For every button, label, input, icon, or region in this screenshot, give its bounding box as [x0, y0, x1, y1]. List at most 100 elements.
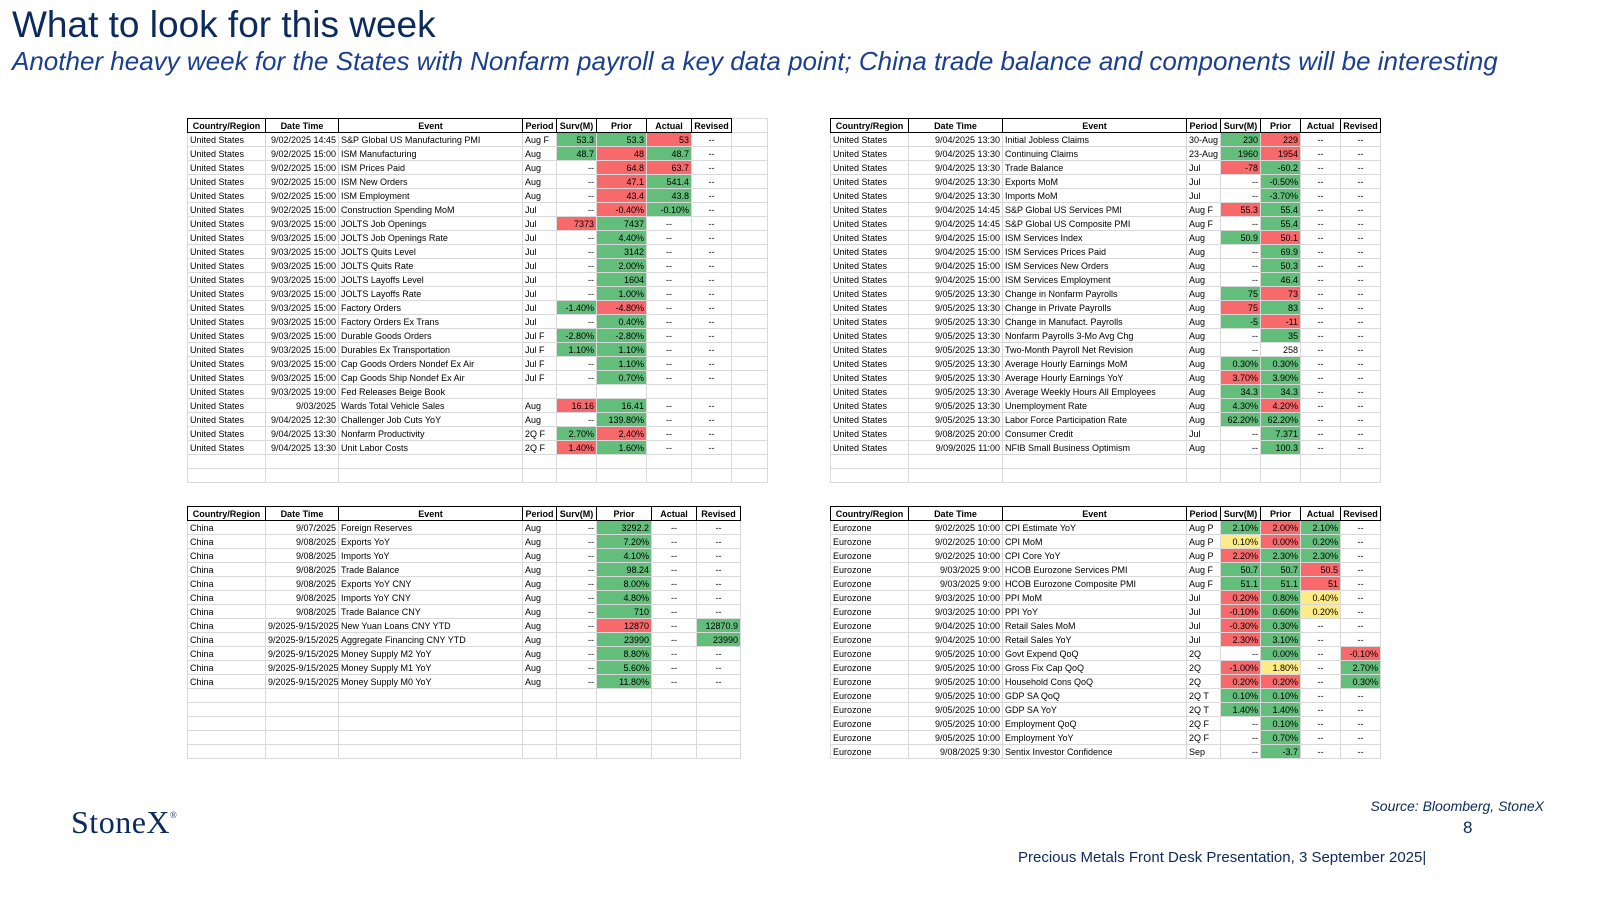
cell-event: Unemployment Rate	[1002, 398, 1187, 413]
cell-survey: 16.16	[556, 398, 597, 413]
cell-period: Aug	[522, 604, 557, 619]
cell-datetime: 9/04/2025 10:00	[908, 632, 1003, 647]
table-row: United States 9/04/2025 13:30 Exports MoM J…	[830, 174, 1381, 189]
cell-survey: 230	[1220, 132, 1261, 147]
blank-cell	[1186, 454, 1221, 469]
cell-survey: -78	[1220, 160, 1261, 175]
cell-country: United States	[830, 146, 909, 161]
table-row: Eurozone 9/08/2025 9:30 Sentix Investor Co…	[830, 744, 1381, 759]
column-header-event: Event	[1002, 506, 1187, 521]
cell-actual: --	[651, 534, 697, 549]
cell-prior: 3142	[596, 244, 647, 259]
cell-country: United States	[187, 342, 266, 357]
cell-actual: --	[1300, 146, 1341, 161]
cell-revised: --	[1340, 314, 1381, 329]
cell-period: Jul F	[522, 342, 557, 357]
blank-cell	[556, 468, 597, 483]
cell-survey: --	[556, 202, 597, 217]
blank-cell	[187, 702, 266, 717]
column-header-actual: Actual	[1300, 506, 1341, 521]
cell-actual: --	[1300, 674, 1341, 689]
cell-prior: 0.30%	[1260, 618, 1301, 633]
blank-cell	[522, 688, 557, 703]
cell-country: Eurozone	[830, 688, 909, 703]
table-row: China 9/2025-9/15/2025 New Yuan Loans CNY …	[187, 618, 741, 633]
cell-event: S&P Global US Services PMI	[1002, 202, 1187, 217]
cell-country: United States	[187, 216, 266, 231]
cell-prior: 23990	[596, 632, 652, 647]
cell-survey: 51.1	[1220, 576, 1261, 591]
spacer-cell	[731, 202, 768, 217]
blank-row	[187, 716, 741, 731]
cell-prior: 98.24	[596, 562, 652, 577]
blank-cell	[265, 730, 339, 745]
cell-actual: -0.10%	[646, 202, 692, 217]
blank-cell	[651, 730, 697, 745]
cell-country: United States	[187, 146, 266, 161]
cell-revised: --	[1340, 562, 1381, 577]
cell-revised: --	[691, 412, 732, 427]
spacer-cell	[731, 216, 768, 231]
cell-revised: --	[1340, 202, 1381, 217]
cell-period: Jul F	[522, 370, 557, 385]
blank-cell	[596, 744, 652, 759]
header-row: Country/Region Date Time Event Period Surv(M…	[187, 506, 741, 521]
blank-cell	[187, 730, 266, 745]
cell-datetime: 9/03/2025 19:00	[265, 384, 339, 399]
column-header-prior: Prior	[1260, 506, 1301, 521]
cell-datetime: 9/02/2025 10:00	[908, 520, 1003, 535]
cell-prior: -0.50%	[1260, 174, 1301, 189]
cell-period: Aug	[522, 618, 557, 633]
cell-period: Sep	[1186, 744, 1221, 759]
cell-prior: 51.1	[1260, 576, 1301, 591]
cell-revised: --	[1340, 244, 1381, 259]
cell-event: Money Supply M1 YoY	[338, 660, 523, 675]
cell-datetime: 9/04/2025 13:30	[908, 174, 1003, 189]
cell-actual: --	[1300, 744, 1341, 759]
cell-actual: --	[1300, 286, 1341, 301]
cell-survey: --	[1220, 188, 1261, 203]
cell-revised: --	[691, 370, 732, 385]
table-row: United States 9/09/2025 11:00 NFIB Small B…	[830, 440, 1381, 455]
blank-row	[187, 468, 768, 483]
cell-country: United States	[830, 286, 909, 301]
cell-survey: 50.9	[1220, 230, 1261, 245]
table-row: China 9/2025-9/15/2025 Money Supply M1 YoY…	[187, 660, 741, 675]
cell-period: Jul	[522, 258, 557, 273]
cell-period: Aug	[522, 188, 557, 203]
cell-event: ISM Prices Paid	[338, 160, 523, 175]
spacer-cell	[731, 174, 768, 189]
cell-datetime: 9/05/2025 13:30	[908, 314, 1003, 329]
cell-revised: --	[1340, 412, 1381, 427]
cell-survey: --	[1220, 216, 1261, 231]
cell-actual: --	[1300, 716, 1341, 731]
cell-revised: --	[691, 230, 732, 245]
cell-datetime: 9/08/2025	[265, 534, 339, 549]
blank-cell	[1002, 454, 1187, 469]
cell-event: Govt Expend QoQ	[1002, 646, 1187, 661]
cell-survey: --	[1220, 342, 1261, 357]
cell-prior: 46.4	[1260, 272, 1301, 287]
cell-actual: --	[646, 342, 692, 357]
cell-datetime: 9/04/2025 13:30	[265, 440, 339, 455]
cell-country: United States	[830, 314, 909, 329]
cell-prior: 4.20%	[1260, 398, 1301, 413]
cell-actual: --	[1300, 356, 1341, 371]
cell-survey: 34.3	[1220, 384, 1261, 399]
cell-datetime: 9/08/2025	[265, 590, 339, 605]
cell-actual: --	[646, 286, 692, 301]
cell-actual: --	[1300, 230, 1341, 245]
cell-event: PPI YoY	[1002, 604, 1187, 619]
blank-cell	[596, 454, 647, 469]
blank-cell	[830, 454, 909, 469]
cell-revised: --	[691, 272, 732, 287]
cell-period: Jul	[1186, 632, 1221, 647]
cell-event: ISM Manufacturing	[338, 146, 523, 161]
cell-actual: --	[646, 440, 692, 455]
cell-actual: --	[651, 590, 697, 605]
cell-prior: 12870	[596, 618, 652, 633]
cell-country: United States	[187, 370, 266, 385]
cell-event: Gross Fix Cap QoQ	[1002, 660, 1187, 675]
cell-datetime: 9/02/2025 15:00	[265, 188, 339, 203]
cell-datetime: 9/08/2025	[265, 562, 339, 577]
